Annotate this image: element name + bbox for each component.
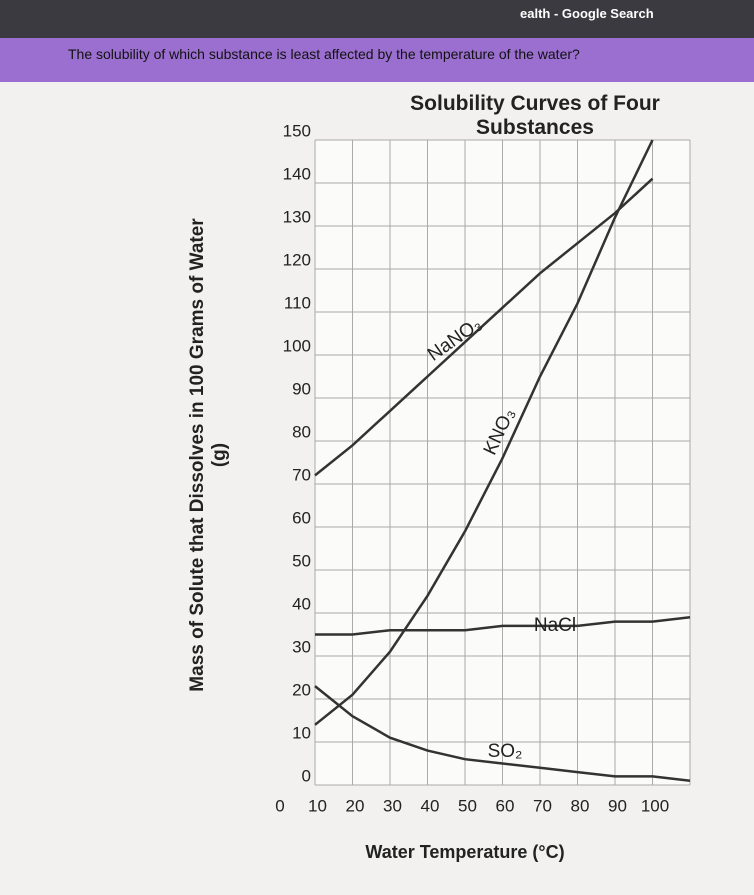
question: The solubility of which substance is lea… <box>68 46 580 62</box>
y-tick-label: 110 <box>284 293 311 312</box>
x-tick-label: 70 <box>533 796 552 815</box>
x-tick-label: 60 <box>496 796 515 815</box>
y-tick-label: 70 <box>292 465 311 484</box>
question-band: The solubility of which substance is lea… <box>0 38 754 82</box>
series-line <box>315 616 691 636</box>
series-label: SO₂ <box>488 741 523 762</box>
chart-title: Solubility Curves of Four Substances <box>410 92 660 139</box>
y-tick-label: 0 <box>302 766 311 785</box>
x-tick-label: 50 <box>458 796 477 815</box>
y-tick-label: 140 <box>283 164 311 183</box>
y-tick-label: 40 <box>292 594 311 613</box>
y-tick-label: 10 <box>292 723 311 742</box>
tab-title: ealth - Google Search <box>520 6 654 21</box>
x-tick-label: 40 <box>421 796 440 815</box>
browser-bar: ealth - Google Search <box>0 0 754 45</box>
y-tick-label: 30 <box>292 637 311 656</box>
y-tick-label: 50 <box>292 551 311 570</box>
x-tick-label: 80 <box>571 796 590 815</box>
x-tick-label: 30 <box>383 796 402 815</box>
x-tick-label: 20 <box>346 796 365 815</box>
y-tick-label: 130 <box>283 207 311 226</box>
series-line <box>314 139 654 726</box>
y-tick-label: 20 <box>292 680 311 699</box>
x-tick-label: 100 <box>641 796 669 815</box>
y-tick-label: 90 <box>292 379 311 398</box>
x-tick-label: 0 <box>275 796 284 815</box>
x-tick-label: 10 <box>308 796 327 815</box>
x-tick-label: 90 <box>608 796 627 815</box>
y-axis-label: Mass of Solute that Dissolves in 100 Gra… <box>187 218 230 692</box>
series-line <box>314 685 691 782</box>
y-tick-label: 60 <box>292 508 311 527</box>
series-label: NaCl <box>534 615 576 636</box>
x-axis-label: Water Temperature (°C) <box>365 842 565 862</box>
series-line <box>314 177 654 477</box>
y-tick-label: 150 <box>283 121 311 140</box>
y-tick-label: 100 <box>283 336 311 355</box>
y-tick-label: 120 <box>283 250 311 269</box>
y-tick-label: 80 <box>292 422 311 441</box>
